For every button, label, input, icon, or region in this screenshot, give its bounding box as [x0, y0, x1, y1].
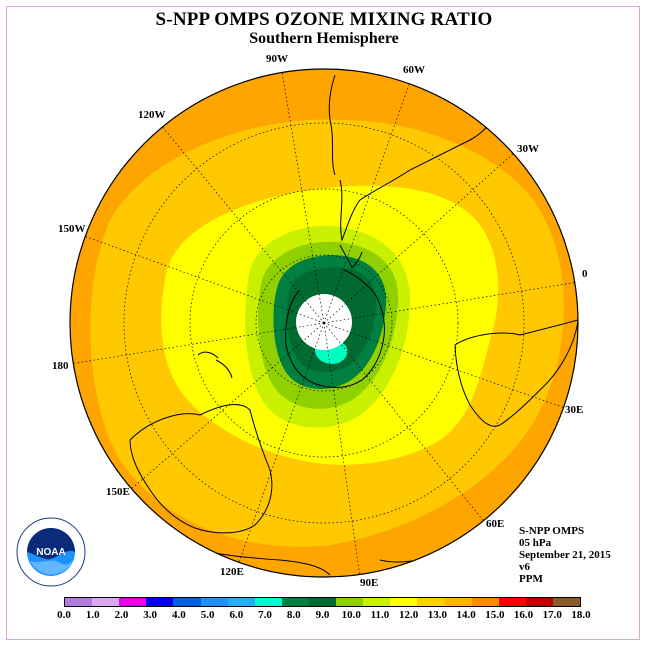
- colorbar-swatch: [498, 598, 526, 606]
- colorbar-tick-label: 10.0: [341, 609, 361, 621]
- colorbar-swatch: [552, 598, 581, 606]
- colorbar-tick-label: 4.0: [172, 609, 186, 621]
- colorbar-swatch: [308, 598, 337, 606]
- colorbar-tick-label: 5.0: [200, 609, 215, 621]
- colorbar-swatch: [146, 598, 174, 606]
- colorbar-swatch: [363, 598, 391, 606]
- colorbar-swatch: [471, 598, 499, 606]
- colorbar-tick-label: 1.0: [85, 609, 100, 621]
- lon-label-30w: 30W: [517, 143, 539, 155]
- colorbar-tick-label: 0.0: [57, 609, 71, 621]
- colorbar-tick-label: 14.0: [456, 609, 476, 621]
- info-level: 05 hPa: [519, 537, 552, 549]
- colorbar-swatch: [254, 598, 282, 606]
- colorbar-tick-label: 7.0: [258, 609, 272, 621]
- info-date: September 21, 2015: [519, 549, 611, 561]
- lon-label-150w: 150W: [58, 223, 86, 235]
- colorbar-swatch: [390, 598, 418, 606]
- map-subtitle: Southern Hemisphere: [249, 30, 399, 47]
- colorbar-swatch: [281, 598, 309, 606]
- lon-label-0: 0: [582, 268, 588, 280]
- colorbar-tick-label: 3.0: [143, 609, 158, 621]
- colorbar-tick-label: 6.0: [229, 609, 244, 621]
- colorbar-tick-label: 13.0: [427, 609, 447, 621]
- lon-label-120e: 120E: [220, 566, 244, 578]
- colorbar-swatch: [417, 598, 445, 606]
- noaa-logo-icon: NOAA: [16, 517, 86, 587]
- lon-label-180: 180: [52, 360, 69, 372]
- colorbar-swatch: [173, 598, 201, 606]
- colorbar-tick-label: 18.0: [571, 609, 591, 621]
- colorbar-tick-label: 17.0: [542, 609, 562, 621]
- figure-frame: [6, 6, 640, 640]
- colorbar-ticks: 0.0 1.0 2.0 3.0 4.0 5.0 6.0 7.0 8.0 9.0 10.0 11.0 12…: [0, 609, 648, 623]
- colorbar-tick-label: 2.0: [114, 609, 129, 621]
- info-instrument: S-NPP OMPS: [519, 525, 585, 537]
- map-disc-border: [69, 68, 579, 578]
- info-units: PPM: [519, 573, 543, 585]
- colorbar: [64, 597, 581, 607]
- colorbar-swatch: [119, 598, 147, 606]
- colorbar-tick-label: 9.0: [315, 609, 330, 621]
- colorbar-tick-label: 15.0: [485, 609, 505, 621]
- colorbar-swatch: [525, 598, 553, 606]
- lon-label-120w: 120W: [138, 109, 166, 121]
- lon-label-60e: 60E: [486, 518, 505, 530]
- lon-label-150e: 150E: [106, 486, 130, 498]
- info-version: v6: [519, 561, 530, 573]
- colorbar-tick-label: 11.0: [370, 609, 390, 621]
- colorbar-swatch: [92, 598, 120, 606]
- lon-label-30e: 30E: [565, 404, 584, 416]
- graticule: [70, 71, 578, 577]
- colorbar-swatch: [227, 598, 255, 606]
- lon-label-90e: 90E: [360, 577, 379, 589]
- info-block: S-NPP OMPS 05 hPa September 21, 2015 v6 …: [519, 525, 611, 585]
- colorbar-swatch: [65, 598, 93, 606]
- lon-label-60w: 60W: [403, 64, 425, 76]
- colorbar-tick-label: 12.0: [399, 609, 419, 621]
- lon-label-90w: 90W: [266, 53, 288, 65]
- colorbar-swatch: [444, 598, 472, 606]
- colorbar-swatch: [200, 598, 228, 606]
- colorbar-swatch: [336, 598, 364, 606]
- noaa-logo-text: NOAA: [36, 547, 65, 558]
- colorbar-tick-label: 16.0: [513, 609, 534, 621]
- map-title: S-NPP OMPS OZONE MIXING RATIO: [155, 9, 493, 30]
- colorbar-tick-label: 8.0: [286, 609, 301, 621]
